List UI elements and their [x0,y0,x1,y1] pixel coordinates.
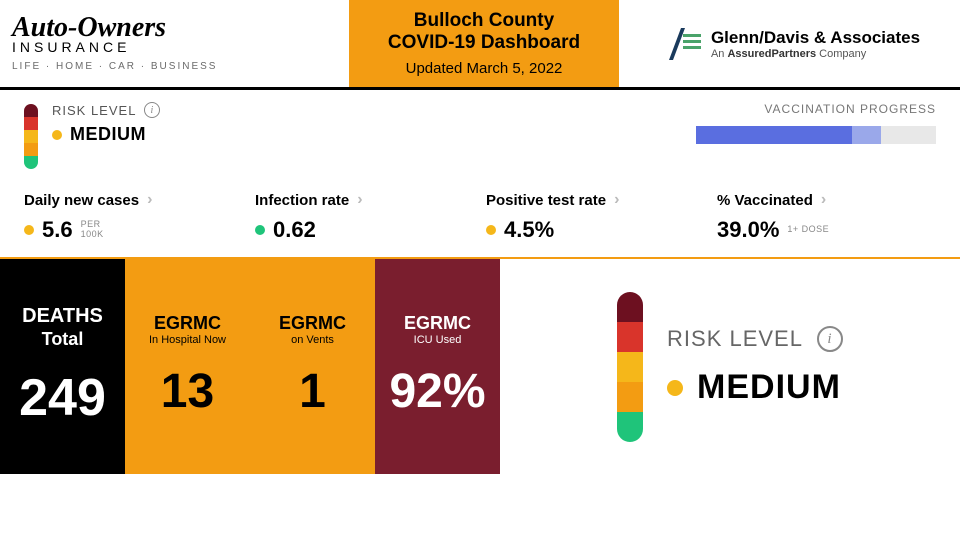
dashboard-title: Bulloch County COVID-19 Dashboard [388,10,580,54]
metric[interactable]: % Vaccinated› 39.0% 1+ DOSE [717,191,936,243]
stat-title: EGRMC [404,314,471,333]
updated-date: Updated March 5, 2022 [406,60,563,77]
metrics-row: Daily new cases› 5.6 PER100K Infection rate… [0,185,960,259]
stat-title: EGRMC [279,314,346,333]
bottom-row: DEATHSTotal249EGRMCIn Hospital Now13EGRM… [0,259,960,474]
risk-dot-icon [52,130,62,140]
info-icon[interactable]: i [144,102,160,118]
chevron-right-icon: › [614,191,619,209]
chevron-right-icon: › [147,191,152,209]
risk-level-value: MEDIUM [70,124,146,145]
metric-label: Daily new cases› [24,191,243,209]
sponsor-left: Auto-Owners INSURANCE LIFE · HOME · CAR … [0,0,349,87]
risk-level-small: RISK LEVEL i MEDIUM [24,102,160,169]
metric-value: 39.0% [717,217,779,243]
stat-subtitle: Total [42,329,84,350]
risk-pill-icon [24,104,38,169]
metric-label: Infection rate› [255,191,474,209]
stat-value: 92% [389,364,485,419]
stat-title: EGRMC [154,314,221,333]
glenn-davis-icon [659,22,703,66]
auto-owners-logo-line2: INSURANCE [12,39,337,55]
chevron-right-icon: › [357,191,362,209]
metric[interactable]: Positive test rate› 4.5% [486,191,705,243]
vaccination-bar [696,126,936,144]
stat-subtitle: on Vents [291,334,334,346]
stat-box: EGRMCon Vents 1 [250,259,375,474]
risk-level-big-label: RISK LEVEL [667,326,803,352]
risk-pill-big-icon [617,292,643,442]
risk-level-large: RISK LEVEL i MEDIUM [500,259,960,474]
metric-dot-icon [486,225,496,235]
vaccination-progress: VACCINATION PROGRESS [696,102,936,144]
auto-owners-logo-line1: Auto-Owners [12,15,337,40]
metric-dot-icon [255,225,265,235]
risk-dot-big-icon [667,380,683,396]
stat-box: DEATHSTotal 249 [0,259,125,474]
sponsor-right: Glenn/Davis & Associates An AssuredPartn… [619,0,960,87]
metric[interactable]: Infection rate› 0.62 [255,191,474,243]
metric-unit: 1+ DOSE [787,225,829,235]
metric-dot-icon [24,225,34,235]
title-block: Bulloch County COVID-19 Dashboard Update… [349,0,619,87]
stat-value: 249 [19,368,106,428]
stat-subtitle: In Hospital Now [149,334,226,346]
info-icon-big[interactable]: i [817,326,843,352]
metric-value: 5.6 [42,217,73,243]
chevron-right-icon: › [821,191,826,209]
stat-subtitle: ICU Used [414,334,462,346]
stat-title: DEATHS [22,306,103,327]
glenn-davis-sub: An AssuredPartners Company [711,48,920,60]
risk-and-vaccination-row: RISK LEVEL i MEDIUM VACCINATION PROGRESS [0,90,960,185]
auto-owners-tagline: LIFE · HOME · CAR · BUSINESS [12,61,337,72]
stat-value: 13 [161,364,214,419]
metric[interactable]: Daily new cases› 5.6 PER100K [24,191,243,243]
glenn-davis-name: Glenn/Davis & Associates [711,28,920,48]
stat-boxes: DEATHSTotal249EGRMCIn Hospital Now13EGRM… [0,259,500,474]
metric-unit: PER100K [81,220,104,240]
metric-label: % Vaccinated› [717,191,936,209]
stat-box: EGRMCIn Hospital Now 13 [125,259,250,474]
risk-level-label: RISK LEVEL [52,103,136,118]
metric-value: 4.5% [504,217,554,243]
header: Auto-Owners INSURANCE LIFE · HOME · CAR … [0,0,960,90]
metric-label: Positive test rate› [486,191,705,209]
stat-value: 1 [299,364,326,419]
vaccination-label: VACCINATION PROGRESS [696,102,936,116]
metric-value: 0.62 [273,217,316,243]
stat-box: EGRMCICU Used 92% [375,259,500,474]
risk-level-big-value: MEDIUM [697,368,841,407]
